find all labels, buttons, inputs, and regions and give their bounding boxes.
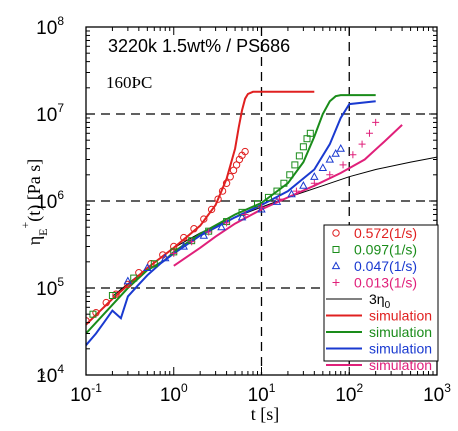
data-point-plus bbox=[366, 130, 373, 137]
legend-label: 0.047(1/s) bbox=[354, 258, 417, 274]
data-point-square bbox=[292, 162, 298, 168]
x-tick-label: 10-1 bbox=[70, 381, 102, 406]
data-point-plus bbox=[372, 119, 379, 126]
data-point-triangle bbox=[300, 182, 307, 188]
x-axis-label: t [s] bbox=[251, 404, 280, 424]
data-point-triangle bbox=[326, 156, 333, 162]
chart-title: 3220k 1.5wt% / PS686 bbox=[108, 36, 290, 56]
legend: 0.572(1/s)0.097(1/s)0.047(1/s)0.013(1/s)… bbox=[324, 225, 438, 373]
legend-label: simulation bbox=[369, 357, 432, 373]
data-point-triangle bbox=[319, 164, 326, 170]
data-point-square bbox=[296, 153, 302, 159]
legend-label: 0.572(1/s) bbox=[354, 225, 417, 241]
y-tick-label: 105 bbox=[36, 275, 64, 300]
x-tick-label: 101 bbox=[248, 381, 276, 406]
legend-label: 0.097(1/s) bbox=[354, 242, 417, 258]
x-tick-label: 103 bbox=[423, 381, 451, 406]
temperature-annotation: 160ÞC bbox=[106, 73, 152, 92]
data-point-plus bbox=[349, 151, 356, 158]
data-point-square bbox=[300, 144, 306, 150]
y-tick-label: 107 bbox=[36, 101, 64, 126]
x-tick-labels: 10-1 100 101 102 103 bbox=[70, 381, 451, 406]
legend-label: simulation bbox=[369, 308, 432, 324]
legend-label: 0.013(1/s) bbox=[354, 275, 417, 291]
x-tick-label: 102 bbox=[335, 381, 363, 406]
y-tick-label: 108 bbox=[36, 14, 64, 39]
stray-text: 2 bbox=[40, 370, 45, 380]
x-tick-label: 100 bbox=[160, 381, 188, 406]
data-point-plus bbox=[340, 161, 347, 168]
legend-label: simulation bbox=[369, 324, 432, 340]
legend-label: simulation bbox=[369, 341, 432, 357]
data-point-plus bbox=[359, 141, 366, 148]
data-point-triangle bbox=[311, 173, 318, 179]
data-point-triangle bbox=[337, 145, 344, 151]
